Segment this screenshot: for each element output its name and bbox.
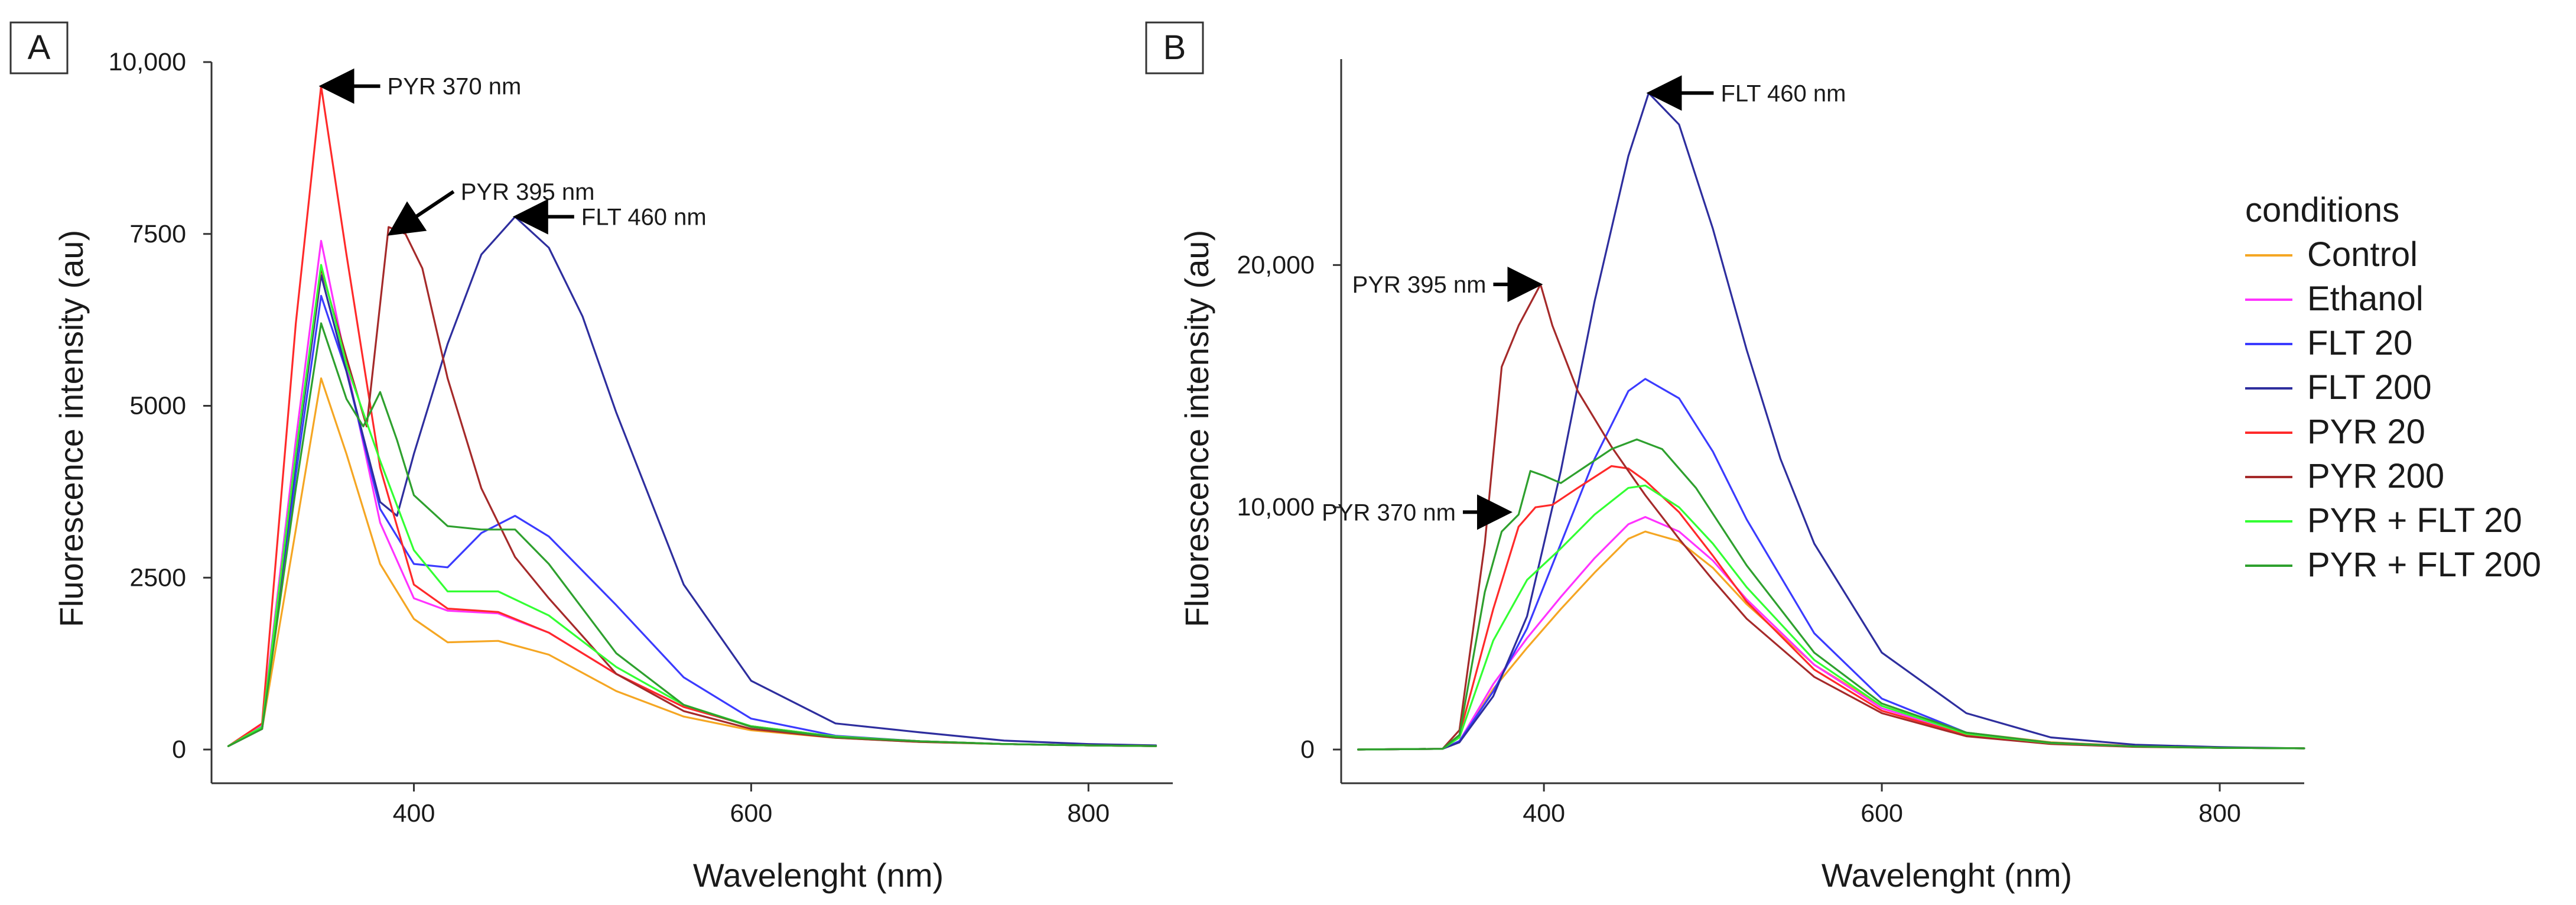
panel-b-x-axis-label: Wavelenght (nm) [1822,857,2072,894]
legend-entry-label: PYR 200 [2307,457,2444,495]
panel-b-label: B [1163,28,1186,67]
legend-entry-label: FLT 20 [2307,324,2412,362]
panel-a-label: A [28,28,51,67]
panel-b-y-axis-label: Fluorescence intensity (au) [1178,230,1215,627]
legend-title: conditions [2245,191,2399,229]
annotation-label: FLT 460 nm [1720,80,1846,106]
panel-a-label-box [9,21,69,74]
annotation-label: PYR 395 nm [461,179,595,205]
y-tick-label: 10,000 [108,48,186,76]
x-tick-label: 800 [2198,799,2241,828]
annotation-arrow [387,190,455,236]
series-line-pyr-flt-200 [1357,438,2305,751]
legend-entry-label: PYR + FLT 200 [2307,546,2541,584]
y-tick-label: 20,000 [1237,251,1315,279]
x-tick-label: 800 [1067,799,1110,828]
y-tick-label: 7500 [129,220,186,248]
y-tick-label: 5000 [129,392,186,420]
panel-a: A 0 2500 5000 7500 10,000 400 600 800 PYR 370 … [9,21,1173,894]
series-line-flt-20 [1357,378,2305,751]
annotation-label: PYR 370 nm [1322,499,1456,526]
legend: conditions Control Ethanol FLT 20 FLT 200 PY… [2245,191,2541,584]
annotation-label: PYR 395 nm [1352,272,1487,298]
series-line-pyr-200 [1357,283,2305,751]
series-line-pyr-flt-200 [227,322,1157,747]
y-tick-label: 0 [172,735,186,764]
annotation-label: PYR 370 nm [388,74,522,100]
legend-entry-label: Control [2307,235,2418,274]
series-line-flt-200 [227,216,1157,747]
series-line-control [227,377,1157,747]
x-tick-label: 400 [1523,799,1565,828]
y-tick-label: 0 [1300,735,1315,764]
panel-a-y-axis-label: Fluorescence intensity (au) [53,230,90,627]
panel-b-label-box [1145,21,1204,74]
legend-entry-label: PYR + FLT 20 [2307,501,2522,540]
panel-a-x-axis-label: Wavelenght (nm) [693,857,944,894]
series-line-control [1357,530,2305,751]
series-line-flt-200 [1357,92,2305,751]
legend-entry-label: PYR 20 [2307,413,2425,451]
y-tick-label: 10,000 [1237,493,1315,521]
x-tick-label: 600 [730,799,773,828]
y-tick-label: 2500 [129,563,186,592]
legend-entry-label: FLT 200 [2307,368,2432,407]
series-line-pyr-200 [227,226,1157,747]
series-line-pyr-flt-20 [227,264,1157,747]
panel-b: B 0 10,000 20,000 400 600 800 FLT 460 nm PYR … [1145,21,2305,894]
series-line-pyr-20 [1357,465,2305,751]
x-tick-label: 400 [393,799,435,828]
series-line-ethanol [1357,515,2305,751]
annotation-label: FLT 460 nm [581,205,707,231]
legend-entry-label: Ethanol [2307,280,2424,318]
x-tick-label: 600 [1861,799,1903,828]
series-line-pyr-flt-20 [1357,484,2305,751]
series-line-ethanol [227,239,1157,747]
